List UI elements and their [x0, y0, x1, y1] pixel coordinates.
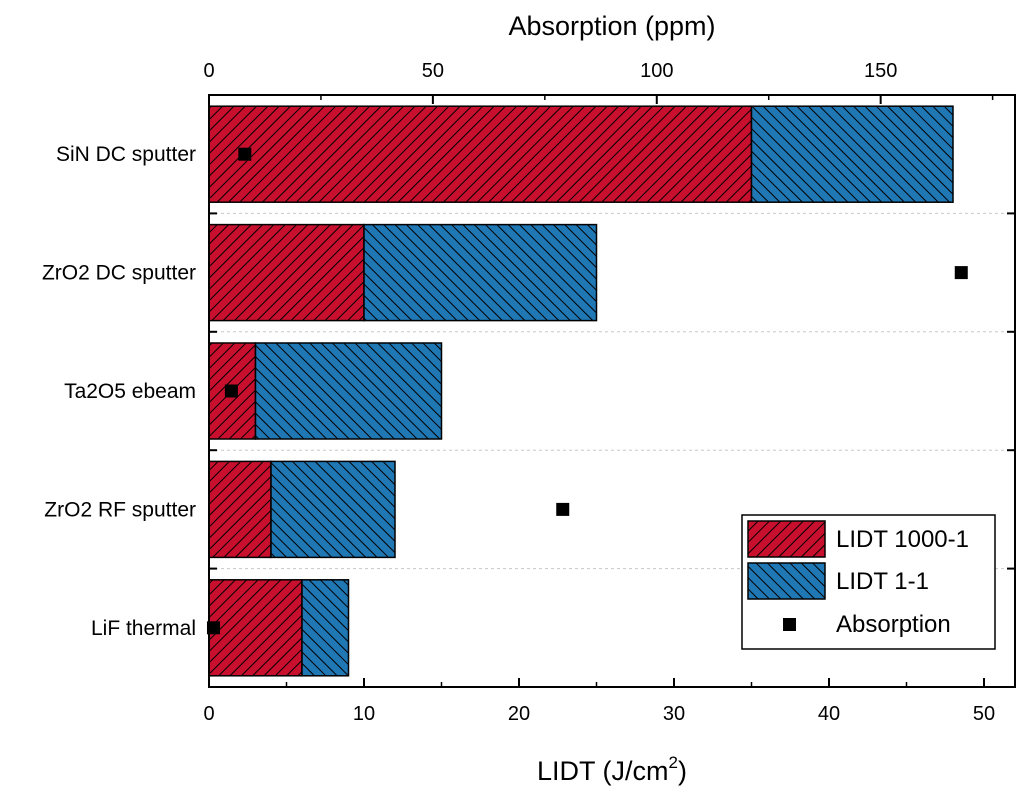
bar-lidt-1-1-lif-thermal: [301, 579, 350, 677]
bar-lidt-1-1-zro2-rf-sputter: [270, 460, 396, 559]
bar-lidt-1000-1-zro2-dc-sputter: [208, 223, 365, 322]
x-bottom-tick-label: 20: [508, 703, 530, 725]
category-label-zro2-dc-sputter: ZrO2 DC sputter: [42, 262, 196, 285]
category-label-zro2-rf-sputter: ZrO2 RF sputter: [44, 498, 196, 521]
axis-ticks: 0 10 20 30 40 50 0 50 100 150: [203, 60, 1015, 725]
grid-lines: [209, 212, 1015, 570]
plot-frame: [208, 94, 1016, 688]
legend: LIDT 1000-1 LIDT 1-1 Absorption: [741, 514, 996, 650]
absorption-point-zro2-dc-sputter: [954, 266, 968, 280]
x-bottom-tick-label: 0: [203, 703, 214, 725]
legend-label-lidt-1000-1: LIDT 1000-1: [836, 526, 969, 553]
bar-lidt-1000-1-lif-thermal: [208, 579, 303, 677]
absorption-point-lif-thermal: [206, 621, 220, 635]
bars: [208, 105, 954, 677]
absorption-point-ta2o5-ebeam: [224, 384, 238, 398]
category-label-lif-thermal: LiF thermal: [91, 617, 196, 640]
bar-lidt-1000-1-zro2-rf-sputter: [208, 460, 272, 559]
bottom-axis-title-text: LIDT (J/cm: [537, 756, 669, 786]
bar-lidt-1-1-zro2-dc-sputter: [363, 223, 598, 322]
bottom-axis-title-sup: 2: [669, 753, 678, 772]
x-top-tick-label: 150: [864, 60, 897, 82]
category-label-sin-dc-sputter: SiN DC sputter: [56, 143, 196, 166]
x-bottom-tick-label: 50: [973, 703, 995, 725]
legend-label-absorption: Absorption: [836, 611, 951, 638]
category-label-ta2o5-ebeam: Ta2O5 ebeam: [64, 380, 196, 403]
absorption-point-sin-dc-sputter: [238, 147, 252, 161]
legend-marker-absorption: [783, 618, 796, 631]
bottom-axis-title: LIDT (J/cm2): [537, 753, 687, 786]
x-bottom-tick-label: 10: [353, 703, 375, 725]
legend-swatch-lidt-1-1: [747, 562, 826, 600]
x-top-tick-label: 100: [640, 60, 673, 82]
x-top-tick-label: 0: [203, 60, 214, 82]
bar-lidt-1-1-sin-dc-sputter: [750, 105, 954, 203]
legend-swatch-lidt-1000-1: [747, 520, 826, 558]
bar-lidt-1-1-ta2o5-ebeam: [254, 342, 443, 440]
top-axis-title: Absorption (ppm): [508, 11, 715, 41]
x-bottom-tick-label: 30: [663, 703, 685, 725]
bar-lidt-1000-1-sin-dc-sputter: [208, 105, 753, 203]
bottom-axis-title-suffix: ): [678, 756, 687, 786]
x-top-tick-label: 50: [422, 60, 444, 82]
x-bottom-tick-label: 40: [818, 703, 840, 725]
legend-label-lidt-1-1: LIDT 1-1: [836, 568, 929, 595]
absorption-points: [206, 147, 968, 635]
category-labels: SiN DC sputter ZrO2 DC sputter Ta2O5 ebeam…: [42, 143, 196, 640]
absorption-point-zro2-rf-sputter: [556, 502, 570, 516]
